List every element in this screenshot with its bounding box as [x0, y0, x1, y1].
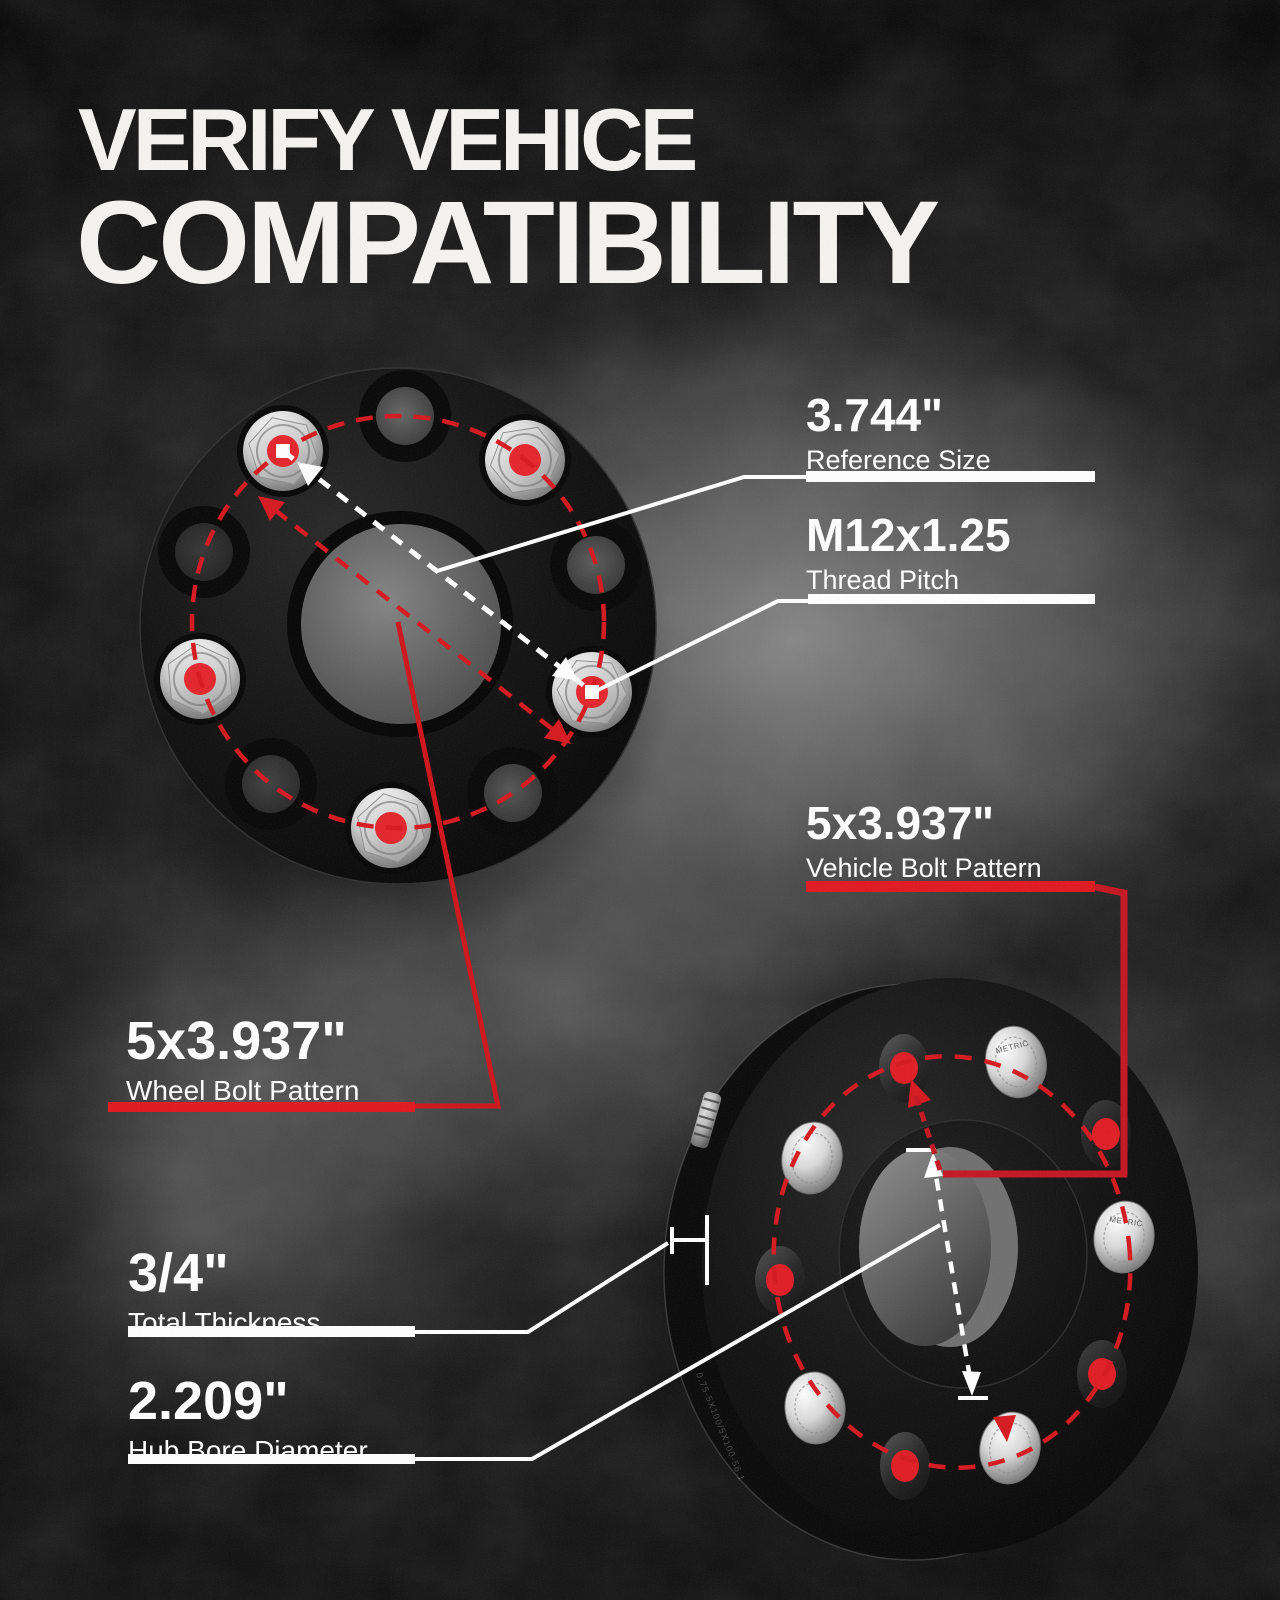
reference-size-value: 3.744"	[806, 389, 943, 441]
hub-bore-underline	[128, 1454, 415, 1464]
callout-vehicle-bolt-pattern: 5x3.937" Vehicle Bolt Pattern	[806, 800, 1042, 884]
callout-reference-size: 3.744" Reference Size	[806, 392, 991, 476]
wheel-bolt-pattern-underline	[108, 1102, 415, 1112]
callout-hub-bore: 2.209" Hub Bore Diameter	[128, 1374, 368, 1467]
callout-thread-pitch: M12x1.25 Thread Pitch	[806, 512, 1011, 596]
vehicle-bolt-pattern-label: Vehicle Bolt Pattern	[806, 853, 1042, 883]
wheel-bolt-pattern-value: 5x3.937"	[126, 1011, 347, 1071]
thread-pitch-value: M12x1.25	[806, 509, 1011, 561]
thread-pitch-label: Thread Pitch	[806, 565, 960, 595]
thread-pitch-underline	[808, 594, 1095, 604]
vehicle-bolt-pattern-underline	[806, 881, 1095, 892]
vehicle-bolt-pattern-value: 5x3.937"	[806, 797, 995, 849]
callout-wheel-bolt-pattern: 5x3.937" Wheel Bolt Pattern	[126, 1014, 359, 1107]
callout-total-thickness: 3/4" Total Thickness	[128, 1246, 320, 1339]
page-title-line1: VERIFY VEHICE	[78, 90, 698, 189]
hub-bore-value: 2.209"	[128, 1371, 289, 1431]
total-thickness-underline	[128, 1326, 415, 1337]
reference-size-underline	[806, 471, 1095, 482]
page-title-line2: COMPATIBILITY	[76, 177, 940, 309]
total-thickness-value: 3/4"	[128, 1243, 229, 1303]
